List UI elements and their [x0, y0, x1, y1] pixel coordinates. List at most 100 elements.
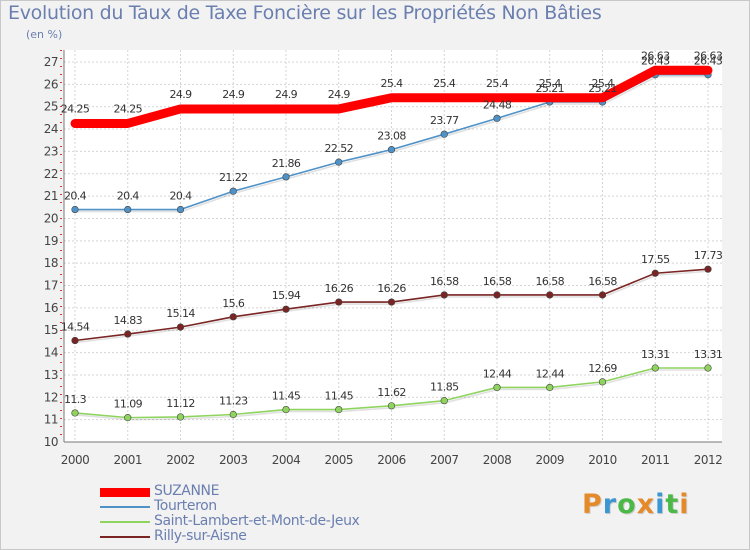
data-point: [493, 383, 501, 392]
y-tick-label: 20: [44, 211, 58, 225]
x-tick-label: 2001: [113, 453, 142, 467]
data-label: 25.4: [380, 77, 403, 90]
logo-letter: i: [655, 489, 666, 520]
data-label: 13.31: [694, 348, 723, 361]
y-tick-label: 23: [44, 144, 58, 158]
data-point: [124, 205, 132, 214]
data-point: [71, 336, 79, 345]
series-rilly-sur-aisne: [71, 265, 712, 345]
y-tick-label: 15: [44, 323, 58, 337]
data-label: 20.4: [117, 190, 140, 203]
data-label: 26.63: [694, 49, 723, 62]
data-point: [387, 298, 396, 306]
data-label: 15.94: [272, 289, 301, 302]
data-label: 22.52: [325, 142, 354, 155]
chart-subtitle: (en %): [26, 28, 63, 41]
y-tick-label: 24: [44, 122, 58, 136]
data-point: [229, 313, 237, 321]
series-line: [70, 65, 713, 128]
data-label: 11.3: [64, 393, 87, 406]
data-point: [598, 378, 607, 386]
data-label: 24.48: [483, 98, 512, 111]
data-point: [651, 269, 659, 277]
proxiti-logo: Proxiti: [582, 489, 690, 520]
plot-area: [64, 50, 722, 442]
data-label: 16.26: [325, 282, 354, 295]
data-point: [176, 205, 185, 214]
data-label: 13.31: [641, 348, 670, 361]
data-label: 16.58: [483, 275, 512, 288]
data-label: 12.69: [588, 362, 617, 375]
data-label: 12.44: [483, 367, 512, 380]
series: [70, 65, 713, 422]
x-tick-label: 2004: [272, 453, 301, 467]
data-point: [651, 364, 659, 372]
x-tick-label: 2002: [166, 453, 195, 467]
data-label: 23.77: [430, 114, 459, 127]
data-point: [387, 402, 396, 410]
data-point: [282, 173, 290, 181]
axes: 10 11 12 13 14 15 16 17 18 19 20 21 22 23 24 25 26 27 2000…: [44, 50, 723, 467]
y-tick-label: 11: [44, 413, 58, 427]
data-label: 24.9: [222, 88, 245, 101]
data-label: 15.6: [222, 297, 245, 310]
data-point: [229, 187, 237, 195]
data-label: 15.14: [166, 307, 195, 320]
data-point: [282, 305, 290, 313]
y-tick-label: 16: [44, 301, 58, 315]
data-point: [704, 364, 712, 372]
legend-swatch: [100, 487, 150, 497]
data-label: 11.45: [272, 390, 301, 403]
data-label: 11.62: [377, 386, 406, 399]
data-label: 24.9: [275, 88, 298, 101]
data-point: [282, 405, 290, 414]
data-label: 25.4: [486, 77, 509, 90]
data-label: 14.54: [61, 321, 90, 334]
series-suzanne: [70, 65, 713, 128]
logo-letter: P: [582, 489, 603, 520]
data-label: 11.09: [114, 398, 143, 411]
legend-swatch: [100, 536, 150, 538]
chart-title: Evolution du Taux de Taxe Foncière sur l…: [8, 2, 602, 24]
data-point: [124, 414, 132, 422]
data-point: [546, 383, 554, 392]
data-label: 23.08: [377, 130, 406, 143]
data-label: 25.4: [433, 77, 456, 90]
y-tick-label: 26: [44, 77, 58, 91]
data-point: [440, 397, 448, 405]
data-label: 17.73: [694, 249, 723, 262]
y-tick-label: 25: [44, 100, 58, 114]
y-tick-label: 22: [44, 167, 58, 181]
logo-letter: x: [636, 489, 656, 520]
data-point: [71, 409, 79, 417]
data-label: 21.22: [219, 171, 248, 184]
data-label: 11.12: [166, 397, 195, 410]
data-label: 16.58: [430, 275, 459, 288]
data-point: [387, 146, 396, 154]
data-point: [176, 413, 185, 421]
x-tick-label: 2006: [377, 453, 406, 467]
data-label: 12.44: [536, 367, 565, 380]
data-label: 16.26: [377, 282, 406, 295]
y-tick-label: 14: [44, 346, 58, 360]
data-label: 17.55: [641, 253, 670, 266]
data-label: 20.4: [64, 190, 87, 203]
y-tick-label: 18: [44, 256, 58, 270]
data-label: 11.45: [325, 390, 354, 403]
data-label: 25.4: [539, 77, 562, 90]
data-point: [176, 323, 185, 331]
y-tick-label: 19: [44, 234, 58, 248]
data-point: [124, 330, 132, 338]
y-tick-label: 13: [44, 368, 58, 382]
data-label: 24.25: [114, 102, 143, 115]
logo-letter: t: [665, 489, 680, 520]
data-label: 16.58: [536, 275, 565, 288]
x-tick-label: 2008: [483, 453, 512, 467]
logo-letter: o: [617, 489, 637, 520]
y-tick-label: 10: [44, 435, 58, 449]
data-label: 26.43: [641, 55, 670, 68]
data-point: [493, 291, 501, 299]
x-tick-label: 2007: [430, 453, 459, 467]
x-tick-label: 2012: [694, 453, 723, 467]
